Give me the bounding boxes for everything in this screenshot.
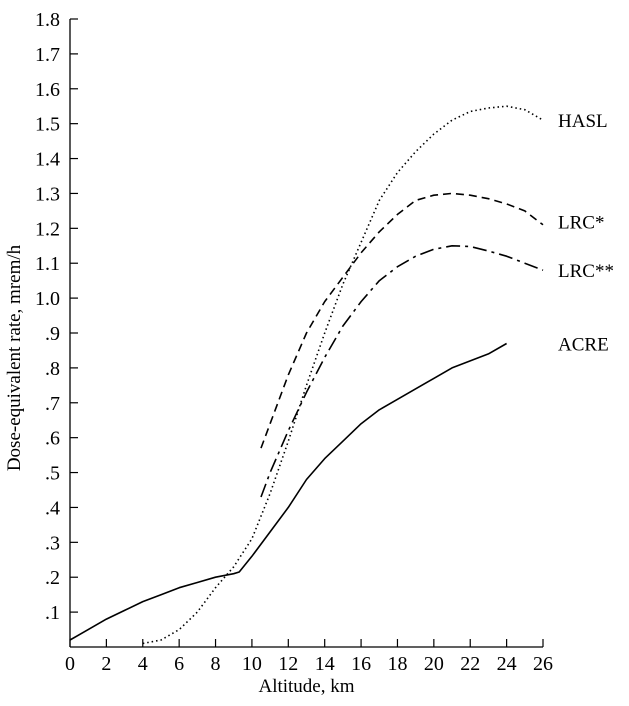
y-tick-label: 1.2 [35,218,60,240]
y-tick-label: .1 [45,602,60,624]
y-tick-label: 1.6 [35,79,60,101]
series-lines [69,105,544,645]
y-tick-label: .5 [45,463,60,485]
y-tick-label: .4 [45,497,60,519]
series-label: HASL [558,111,608,132]
y-tick-label: 1.1 [35,253,60,275]
series-label: ACRE [558,334,609,355]
x-axis-title: Altitude, km [258,676,354,697]
x-tick-label: 16 [351,653,371,675]
x-tick-label: 8 [211,653,221,675]
series-label: LRC* [558,212,604,233]
x-tick-label: 18 [387,653,407,675]
y-tick-label: .2 [45,567,60,589]
x-ticks: 0 2 4 6 8 10 12 14 16 18 20 22 24 26 [65,639,553,675]
x-tick-label: 12 [278,653,298,675]
y-tick-label: .9 [45,323,60,345]
x-tick-label: 26 [533,653,553,675]
series-line-hasl [142,105,544,645]
y-tick-label: 1.8 [35,9,60,31]
series-line-acre [69,342,507,641]
y-tick-label: 1.3 [35,183,60,205]
x-tick-label: 4 [138,653,148,675]
y-tick-label: 1.4 [35,149,60,171]
y-tick-label: 1.5 [35,114,60,136]
series-line-lrc [260,245,544,498]
x-tick-label: 10 [242,653,262,675]
x-tick-label: 0 [65,653,75,675]
x-tick-label: 14 [315,653,335,675]
x-tick-label: 20 [424,653,444,675]
x-tick-label: 6 [174,653,184,675]
x-tick-label: 2 [101,653,111,675]
y-tick-label: .8 [45,358,60,380]
series-line-lrc [260,192,544,449]
y-tick-label: .7 [45,393,60,415]
x-tick-label: 24 [497,653,517,675]
series-labels: HASL LRC* LRC** ACRE [558,111,614,355]
y-tick-label: .6 [45,428,60,450]
y-axis-title: Dose-equivalent rate, mrem/h [4,244,25,471]
x-tick-label: 22 [460,653,480,675]
series-label: LRC** [558,261,614,282]
y-tick-label: 1.7 [35,44,60,66]
y-tick-label: 1.0 [35,288,60,310]
y-tick-label: .3 [45,532,60,554]
y-ticks: .1 .2 .3 .4 .5 .6 .7 .8 .9 1.0 1.1 1.2 1.3 1.4 1.5 1.6 1… [35,9,78,624]
